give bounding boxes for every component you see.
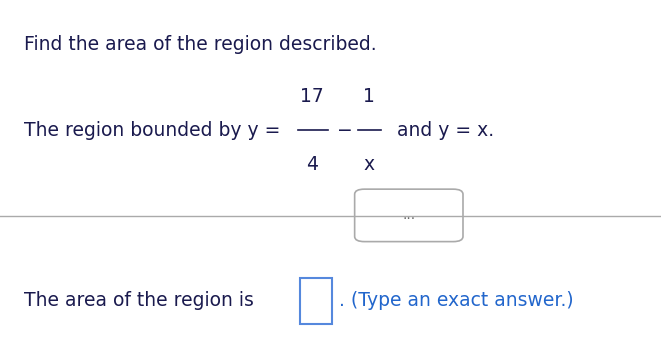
Text: The region bounded by y =: The region bounded by y = <box>24 121 286 140</box>
Text: The area of the region is: The area of the region is <box>24 291 257 310</box>
FancyBboxPatch shape <box>300 277 332 324</box>
Text: 17: 17 <box>300 87 324 106</box>
FancyBboxPatch shape <box>355 189 463 242</box>
Text: −: − <box>337 121 353 140</box>
Text: and y = x.: and y = x. <box>391 121 494 140</box>
Text: ...: ... <box>403 208 415 222</box>
Text: Find the area of the region described.: Find the area of the region described. <box>24 35 376 54</box>
Text: 1: 1 <box>363 87 375 106</box>
Text: x: x <box>364 155 375 174</box>
Text: . (Type an exact answer.): . (Type an exact answer.) <box>339 291 574 310</box>
Text: 4: 4 <box>306 155 318 174</box>
